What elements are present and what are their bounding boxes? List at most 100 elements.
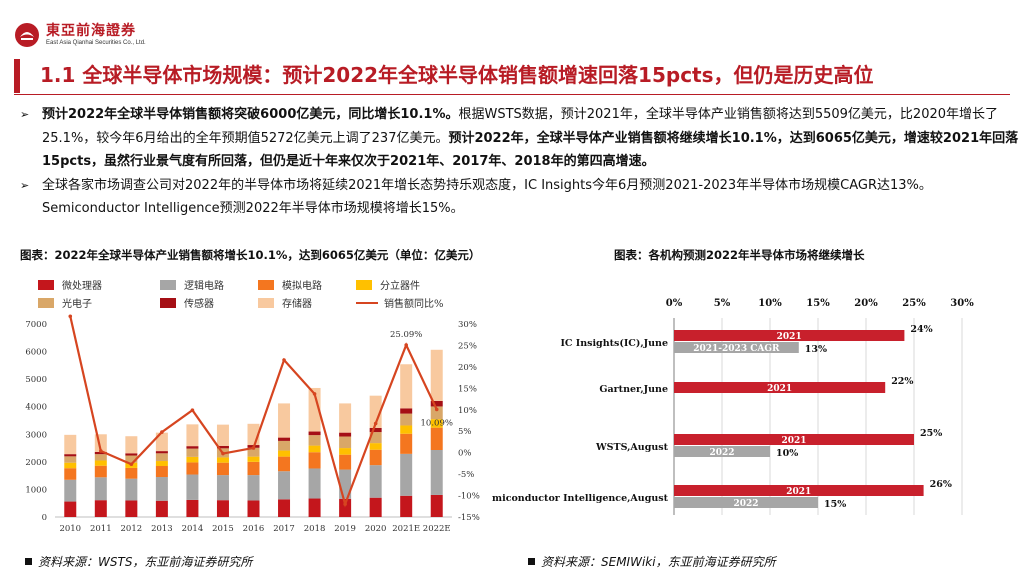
growth-point <box>373 421 378 426</box>
y-tick-label: 5000 <box>25 375 47 385</box>
bullet-item-1: ➢ 预计2022年全球半导体销售额将突破6000亿美元，同比增长10.1%。根据… <box>20 103 1020 174</box>
bar-segment-logic <box>278 471 291 500</box>
bar-segment-micro <box>125 500 138 517</box>
bar-segment-discrete <box>155 461 168 466</box>
growth-point <box>343 502 347 506</box>
hbar-red <box>674 382 886 393</box>
hbar-gray <box>674 497 818 508</box>
hbar-red <box>674 485 924 496</box>
group-label: Gartner,June <box>599 384 668 395</box>
bar-segment-opto <box>339 436 352 449</box>
y-tick-label: 2000 <box>25 458 47 468</box>
bar-segment-analog <box>216 462 229 476</box>
hbar-value-label: 24% <box>910 324 932 335</box>
bar-segment-sensor <box>125 453 138 456</box>
y2-tick-label: 5% <box>458 427 472 437</box>
bar-segment-micro <box>64 501 77 517</box>
x-tick-label: 5% <box>714 298 731 309</box>
bar-segment-sensor <box>278 437 291 441</box>
x-tick-label: 2020 <box>365 524 387 534</box>
legend-swatch-micro <box>38 280 54 290</box>
y2-tick-label: 15% <box>458 384 477 394</box>
y2-tick-label: 0% <box>458 449 472 459</box>
growth-point <box>190 408 195 413</box>
bar-segment-micro <box>339 498 352 517</box>
legend-label-micro: 微处理器 <box>62 279 102 292</box>
bullet-text-1: 预计2022年全球半导体销售额将突破6000亿美元，同比增长10.1%。根据WS… <box>42 103 1020 174</box>
bar-segment-opto <box>94 454 107 461</box>
bullet-list: ➢ 预计2022年全球半导体销售额将突破6000亿美元，同比增长10.1%。根据… <box>20 103 1020 221</box>
title-divider <box>14 94 1010 95</box>
bar-segment-micro <box>94 500 107 517</box>
y-tick-label: 7000 <box>25 320 47 330</box>
hbar-value-label: 22% <box>891 376 913 387</box>
hbar-inner-label: 2022 <box>709 448 734 458</box>
legend-label-analog: 模拟电路 <box>282 279 322 292</box>
brand-name-cn: 東亞前海證券 <box>46 22 136 39</box>
bar-segment-memory <box>155 432 168 452</box>
bar-segment-memory <box>186 424 199 447</box>
x-tick-label: 2019 <box>334 524 356 534</box>
bar-segment-analog <box>339 454 352 470</box>
growth-point <box>251 446 256 450</box>
bar-segment-micro <box>400 495 413 517</box>
growth-point <box>99 449 103 453</box>
bar-segment-micro <box>308 498 321 517</box>
x-tick-label: 2022E <box>423 524 451 534</box>
y2-tick-label: -5% <box>458 470 474 480</box>
bar-segment-opto <box>186 448 199 457</box>
bar-segment-opto <box>369 432 382 444</box>
bar-segment-discrete <box>216 457 229 463</box>
arrow-bullet-icon: ➢ <box>20 178 30 192</box>
bar-segment-micro <box>247 500 260 517</box>
legend-label-growth: 销售额同比% <box>384 297 444 310</box>
bar-segment-memory <box>430 349 443 401</box>
legend-label-logic: 逻辑电路 <box>184 279 224 292</box>
bar-segment-opto <box>155 453 168 462</box>
bar-segment-memory <box>278 403 291 438</box>
hbar-gray <box>674 446 770 457</box>
bar-segment-analog <box>94 465 107 478</box>
hbar-red <box>674 330 905 341</box>
bar-segment-discrete <box>186 456 199 463</box>
hbar-inner-label: 2021 <box>781 436 806 446</box>
y-tick-label: 6000 <box>25 348 47 358</box>
bullet-1-part-3: 预计2022年，全球半导体产业销售额将继续增长10.1%，达到6065亿美元，增… <box>42 130 1019 170</box>
bar-segment-memory <box>369 395 382 428</box>
bar-segment-micro <box>216 500 229 517</box>
growth-data-label: 25.09% <box>390 330 422 340</box>
x-tick-label: 25% <box>902 298 926 309</box>
bar-segment-micro <box>430 494 443 517</box>
bar-segment-sensor <box>64 454 77 457</box>
title-accent-bar <box>14 59 20 93</box>
legend-swatch-memory <box>258 298 274 308</box>
group-label: WSTS,August <box>595 442 669 453</box>
bar-segment-analog <box>155 465 168 478</box>
hbar-inner-label: 2021 <box>767 384 792 394</box>
y-tick-label: 3000 <box>25 430 47 440</box>
growth-point <box>312 392 317 396</box>
bar-segment-logic <box>94 477 107 501</box>
bar-segment-discrete <box>369 443 382 450</box>
bar-segment-opto <box>430 406 443 420</box>
bar-segment-discrete <box>400 425 413 434</box>
x-tick-label: 2016 <box>243 524 265 534</box>
right-chart-title: 图表：各机构预测2022年半导体市场将继续增长 <box>614 248 865 262</box>
hbar-value-label: 25% <box>920 428 942 439</box>
bullet-1-part-1: 预计2022年全球半导体销售额将突破6000亿美元，同比增长10.1%。 <box>42 107 459 122</box>
hbar-inner-label: 2021 <box>786 487 811 497</box>
bar-segment-analog <box>186 462 199 475</box>
right-source-note: 资料来源：SEMIWiki，东亚前海证券研究所 <box>528 553 776 570</box>
square-bullet-icon <box>528 558 535 565</box>
bullet-2-part-1: 全球各家市场调查公司对2022年的半导体市场将延续2021年增长态势持乐观态度，… <box>42 177 932 217</box>
bar-segment-memory <box>125 436 138 454</box>
legend-swatch-analog <box>258 280 274 290</box>
bar-segment-logic <box>125 478 138 501</box>
left-source-note: 资料来源：WSTS，东亚前海证券研究所 <box>25 553 252 570</box>
bar-segment-discrete <box>308 445 321 453</box>
bar-segment-opto <box>247 447 260 457</box>
y-tick-label: 4000 <box>25 403 47 413</box>
bullet-text-2: 全球各家市场调查公司对2022年的半导体市场将延续2021年增长态势持乐观态度，… <box>42 174 1020 221</box>
growth-data-label: 10.09% <box>421 418 453 428</box>
